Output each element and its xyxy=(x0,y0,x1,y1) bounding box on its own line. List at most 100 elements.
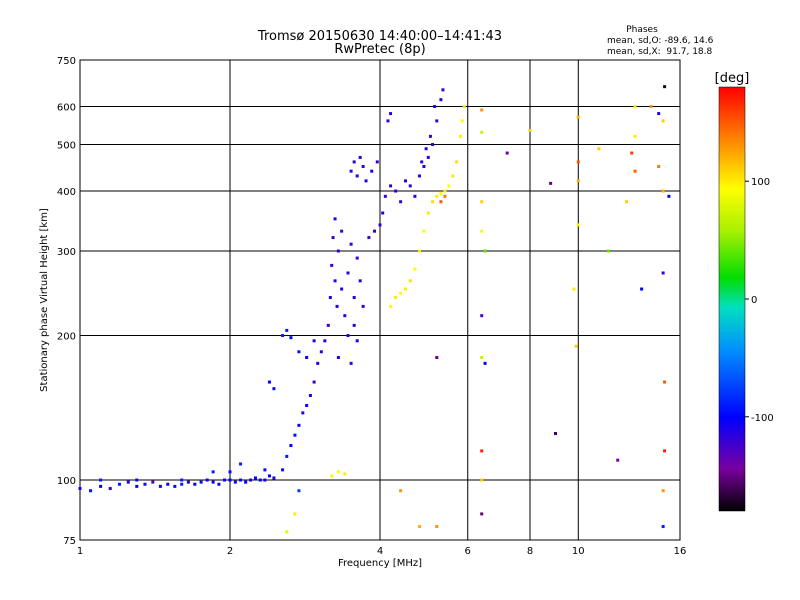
data-point xyxy=(399,291,403,295)
data-point xyxy=(431,143,435,147)
data-point xyxy=(135,478,139,482)
data-point xyxy=(663,449,667,453)
data-point xyxy=(346,271,350,275)
data-point xyxy=(352,323,356,327)
data-point xyxy=(99,478,103,482)
data-point xyxy=(431,200,435,204)
data-point xyxy=(480,314,484,318)
data-point xyxy=(483,361,487,365)
data-point xyxy=(244,480,248,484)
data-point xyxy=(403,179,407,183)
data-point xyxy=(633,105,637,109)
data-point xyxy=(661,271,665,275)
data-point xyxy=(289,336,293,340)
y-tick-label: 300 xyxy=(57,247,76,258)
data-point xyxy=(249,478,253,482)
data-point xyxy=(451,174,455,178)
data-point xyxy=(381,211,385,215)
data-points xyxy=(78,85,671,534)
data-point xyxy=(361,164,365,168)
data-point xyxy=(574,344,578,348)
colorbar-tick-label: 100 xyxy=(751,177,770,188)
data-point xyxy=(355,174,359,178)
data-point xyxy=(108,487,112,491)
data-point xyxy=(308,394,312,398)
data-point xyxy=(417,174,421,178)
data-point xyxy=(597,147,601,151)
data-point xyxy=(272,476,276,480)
data-point xyxy=(199,480,203,484)
data-point xyxy=(328,296,332,300)
data-point xyxy=(193,482,197,486)
data-point xyxy=(505,151,509,155)
data-point xyxy=(333,279,337,283)
data-point xyxy=(336,355,340,359)
data-point xyxy=(394,296,398,300)
data-point xyxy=(78,487,82,491)
data-point xyxy=(281,334,285,338)
data-point xyxy=(480,130,484,134)
data-point xyxy=(186,480,190,484)
data-point xyxy=(480,449,484,453)
grid-lines xyxy=(80,60,680,540)
data-point xyxy=(352,296,356,300)
x-axis-label: Frequency [MHz] xyxy=(338,558,422,569)
data-point xyxy=(576,223,580,227)
data-point xyxy=(413,267,417,271)
data-point xyxy=(661,489,665,493)
data-point xyxy=(576,179,580,183)
data-point xyxy=(447,184,451,188)
data-point xyxy=(301,411,305,415)
data-point xyxy=(480,200,484,204)
data-point xyxy=(126,480,130,484)
chart-subtitle: RwPretec (8p) xyxy=(334,42,425,57)
data-point xyxy=(549,181,553,185)
data-point xyxy=(349,361,353,365)
data-point xyxy=(228,478,232,482)
data-point xyxy=(312,339,316,343)
data-point xyxy=(483,249,487,253)
colorbar-tick-label: -100 xyxy=(751,413,774,424)
y-tick-label: 400 xyxy=(57,187,76,198)
data-point xyxy=(361,304,365,308)
colorbar xyxy=(718,86,746,512)
data-point xyxy=(657,164,661,168)
data-point xyxy=(305,403,309,407)
data-point xyxy=(330,263,334,267)
colorbar-ticks: -100 0 100 xyxy=(745,177,774,424)
data-point xyxy=(386,119,390,123)
data-point xyxy=(630,151,634,155)
data-point xyxy=(340,229,344,233)
data-point xyxy=(661,119,665,123)
data-point xyxy=(180,478,184,482)
data-point xyxy=(435,119,439,123)
x-tick-label: 4 xyxy=(377,546,383,557)
data-point xyxy=(333,217,337,221)
data-point xyxy=(285,328,289,332)
data-point xyxy=(576,160,580,164)
data-point xyxy=(408,184,412,188)
data-point xyxy=(422,164,426,168)
data-point xyxy=(433,105,437,109)
data-point xyxy=(428,134,432,138)
data-point xyxy=(223,478,227,482)
data-point xyxy=(640,287,644,291)
data-point xyxy=(258,478,262,482)
data-point xyxy=(661,525,665,529)
phases-legend-title: Phases xyxy=(626,25,658,35)
data-point xyxy=(358,155,362,159)
data-point xyxy=(367,236,371,240)
x-tick-labels: 1 2 4 6 8 10 16 xyxy=(77,546,687,557)
data-point xyxy=(297,350,301,354)
data-point xyxy=(435,194,439,198)
data-point xyxy=(389,112,393,116)
y-tick-labels: 75 100 200 300 400 500 600 750 xyxy=(57,56,76,547)
data-point xyxy=(330,474,334,478)
data-point xyxy=(233,480,237,484)
y-tick-label: 600 xyxy=(57,103,76,114)
data-point xyxy=(358,279,362,283)
data-point xyxy=(166,482,170,486)
data-point xyxy=(399,489,403,493)
data-point xyxy=(633,169,637,173)
